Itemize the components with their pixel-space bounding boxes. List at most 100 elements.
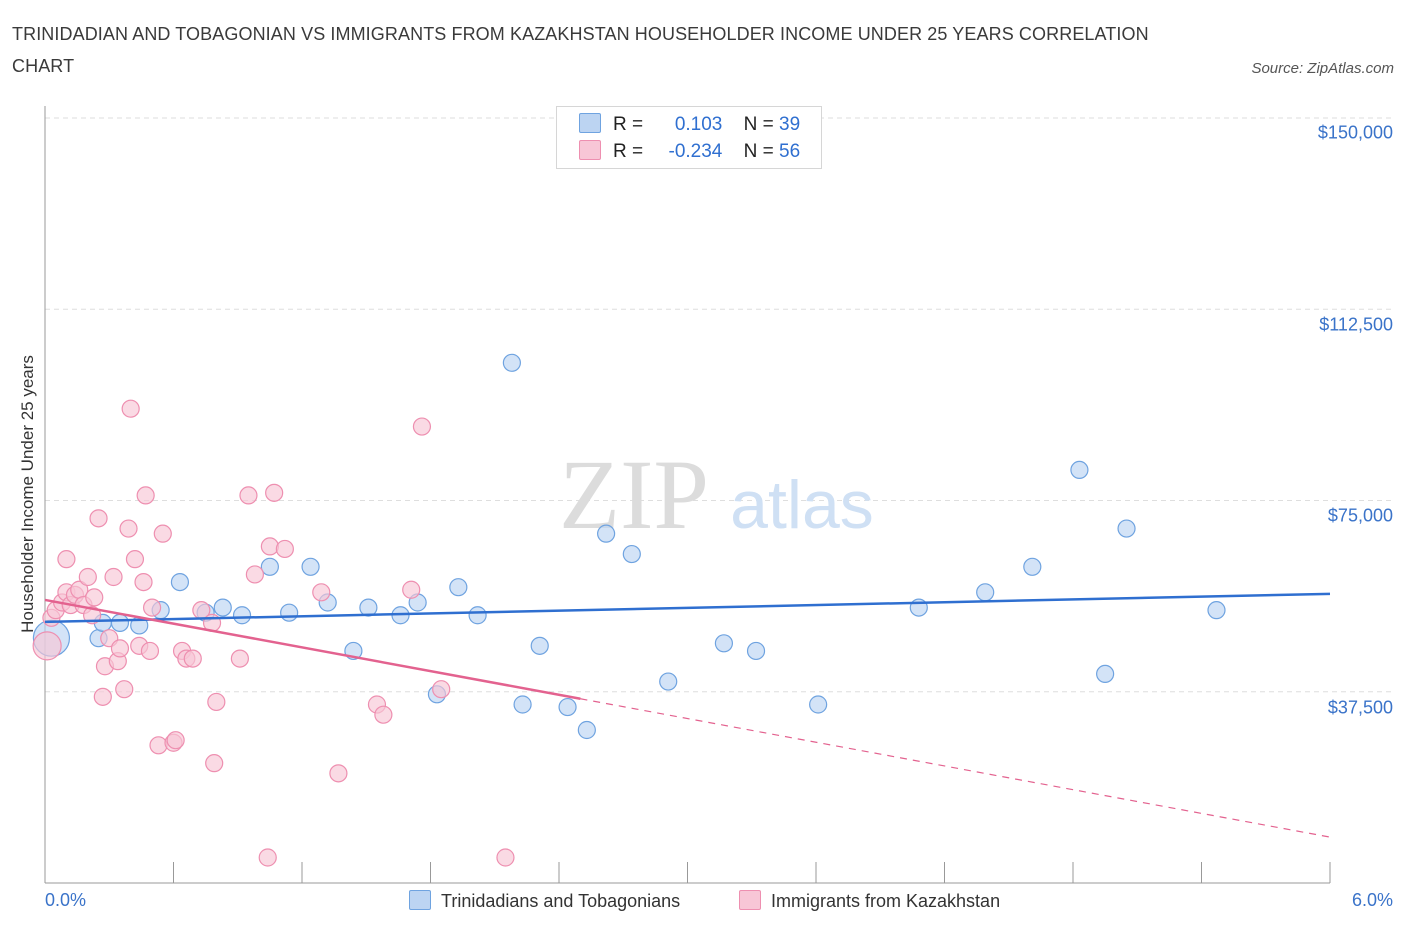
trinidadian-point — [1207, 601, 1226, 620]
kazakhstan-point — [166, 731, 185, 750]
trinidadian-point — [597, 524, 616, 543]
legend-r-value-trinidadian: 0.103 — [674, 114, 723, 135]
trinidadian-point — [260, 557, 279, 576]
kazakhstan-trend-line — [44, 598, 581, 700]
kazakhstan-point — [119, 519, 138, 538]
kazakhstan-point — [207, 692, 226, 712]
trinidadian-point — [1023, 557, 1042, 576]
kazakhstan-point — [78, 567, 97, 587]
trinidadian-point — [714, 634, 734, 653]
kazakhstan-point — [312, 583, 331, 602]
kazakhstan-point — [142, 598, 162, 617]
legend-row-trinidadian: R = 0.103 N = 39 — [579, 113, 800, 139]
trinidadian-point — [213, 598, 232, 617]
correlation-legend: R = 0.103 N = 39 R = -0.234 N = 56 — [556, 106, 822, 169]
watermark-atlas: atlas — [730, 467, 874, 543]
kazakhstan-point — [258, 848, 277, 867]
x-tick-label-min: 0.0% — [45, 890, 87, 910]
kazakhstan-point — [89, 509, 108, 528]
legend-swatch-blue — [579, 113, 601, 133]
kazakhstan-trend-extension — [580, 698, 1331, 838]
trinidadian-point — [513, 695, 532, 714]
watermark-zip: ZIP — [559, 439, 709, 550]
kazakhstan-point — [239, 486, 258, 505]
series-legend-kazakhstan[interactable]: Immigrants from Kazakhstan — [739, 890, 1000, 912]
kazakhstan-point — [183, 649, 202, 668]
kazakhstan-point — [85, 588, 104, 607]
trinidadian-point — [232, 606, 252, 625]
trinidadian-trend-line — [44, 592, 1331, 624]
kazakhstan-point — [205, 754, 224, 773]
trinidadian-point — [809, 695, 828, 714]
trinidadian-point — [976, 583, 995, 602]
y-tick-label-75000: $75,000 — [1327, 505, 1393, 526]
kazakhstan-point — [110, 639, 130, 658]
kazakhstan-point — [57, 550, 76, 569]
trinidadian-point — [359, 598, 378, 617]
kazakhstan-point — [402, 580, 421, 599]
trinidadian-point — [301, 557, 320, 576]
trinidadian-point — [110, 613, 130, 633]
trinidadian-point — [449, 578, 468, 597]
y-tick-label-37500: $37,500 — [1327, 697, 1393, 718]
trinidadian-point — [170, 572, 190, 592]
y-axis-label: Householder Income Under 25 years — [18, 355, 37, 633]
kazakhstan-point — [245, 565, 264, 584]
kazakhstan-point — [432, 680, 451, 699]
kazakhstan-point — [32, 631, 62, 661]
legend-swatch-pink — [579, 140, 601, 160]
series-legend-trinidadian[interactable]: Trinidadians and Tobagonians — [409, 890, 680, 912]
watermark: ZIP atlas — [559, 439, 874, 550]
series-swatch-blue — [409, 890, 431, 910]
legend-n-label: N = — [743, 114, 780, 135]
kazakhstan-point — [115, 680, 134, 699]
kazakhstan-point — [104, 567, 123, 587]
kazakhstan-point — [140, 641, 160, 661]
legend-r-label: R = — [613, 114, 649, 135]
series-swatch-pink — [739, 890, 761, 910]
y-tick-label-150000: $150,000 — [1317, 122, 1393, 143]
trinidadian-point — [659, 672, 678, 691]
kazakhstan-point — [134, 572, 153, 592]
y-tick-label-112500: $112,500 — [1319, 314, 1393, 335]
series-legend-label: Immigrants from Kazakhstan — [771, 891, 1001, 911]
kazakhstan-point — [275, 539, 294, 559]
trinidadian-point — [577, 720, 596, 740]
kazakhstan-point — [496, 848, 515, 867]
trinidadian-point — [280, 603, 299, 622]
kazakhstan-point — [230, 649, 249, 668]
kazakhstan-point — [121, 399, 140, 418]
legend-n-label: N = — [743, 141, 780, 162]
trinidadian-point — [746, 641, 766, 661]
kazakhstan-point — [149, 736, 168, 755]
trinidadian-point — [1070, 460, 1089, 479]
trinidadian-point — [468, 606, 487, 625]
kazakhstan-point — [136, 486, 155, 505]
trend-layer — [44, 592, 1331, 838]
legend-n-value-trinidadian: 39 — [779, 114, 801, 135]
kazakhstan-point — [374, 705, 393, 724]
kazakhstan-point — [412, 417, 432, 436]
legend-r-value-kazakhstan: -0.234 — [668, 141, 723, 162]
grid-layer — [45, 117, 1392, 693]
x-tick-label-max: 6.0% — [1351, 890, 1393, 910]
legend-row-kazakhstan: R = -0.234 N = 56 — [579, 140, 800, 166]
series-legend-label: Trinidadians and Tobagonians — [441, 891, 681, 911]
legend-n-value-kazakhstan: 56 — [779, 141, 801, 162]
source-label: Source: ZipAtlas.com — [1251, 60, 1394, 77]
kazakhstan-point — [153, 524, 172, 543]
kazakhstan-point — [93, 687, 112, 706]
kazakhstan-point — [260, 537, 279, 556]
legend-r-label: R = — [613, 141, 649, 162]
kazakhstan-point — [265, 483, 284, 502]
kazakhstan-point — [329, 764, 348, 783]
trinidadian-point — [558, 697, 577, 717]
trinidadian-point — [1096, 664, 1115, 684]
kazakhstan-point — [125, 550, 145, 569]
kazakhstan-point — [83, 606, 102, 625]
axis-layer — [44, 106, 1331, 884]
chart-title: TRINIDADIAN AND TOBAGONIAN VS IMMIGRANTS… — [12, 24, 1149, 76]
trinidadian-point — [530, 636, 549, 655]
trinidadian-point — [1117, 519, 1136, 538]
